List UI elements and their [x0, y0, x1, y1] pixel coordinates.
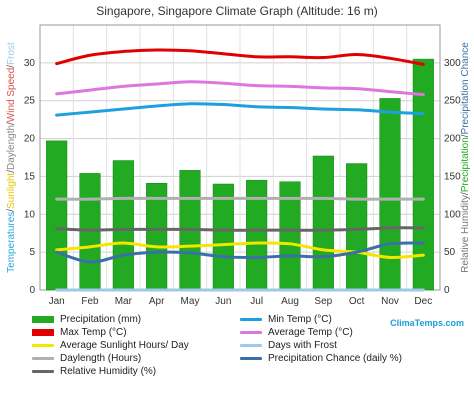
bar-precipitation — [346, 163, 368, 291]
bar-precipitation — [212, 183, 234, 291]
right-axis-label-part: / — [460, 134, 471, 137]
x-tick-label: Sep — [314, 296, 332, 307]
legend-item: Daylength (Hours) — [32, 353, 141, 364]
climate-chart: Singapore, Singapore Climate Graph (Alti… — [6, 4, 471, 307]
line-daylength-hours — [55, 196, 425, 201]
legend-swatch — [240, 331, 262, 334]
legend-label: Days with Frost — [268, 340, 337, 351]
left-tick-label: 10 — [24, 209, 36, 220]
legend-swatch — [32, 357, 54, 360]
right-tick-label: 150 — [444, 171, 461, 182]
right-tick-label: 100 — [444, 209, 461, 220]
left-tick-label: 25 — [24, 96, 36, 107]
x-tick-label: Aug — [281, 296, 299, 307]
legend-swatch — [240, 357, 262, 360]
left-axis-label-part: Frost — [6, 42, 17, 65]
x-tick-label: Apr — [149, 296, 165, 307]
legend-swatch — [240, 318, 262, 321]
legend-swatch — [32, 316, 54, 323]
left-tick-label: 20 — [24, 134, 36, 145]
left-axis-label: Temperatures/Sunlight/Daylength/Wind Spe… — [6, 42, 17, 273]
legend-label: Average Sunlight Hours/ Day — [60, 340, 189, 351]
legend-label: Precipitation (mm) — [60, 314, 142, 325]
left-axis-label-part: Temperatures — [6, 212, 17, 273]
line-min-temp-c — [55, 102, 425, 117]
legend-label: Min Temp (°C) — [268, 314, 332, 325]
legend-label: Daylength (Hours) — [60, 353, 142, 364]
right-axis-label: Relative Humidity/Precipitation/Precipit… — [460, 42, 471, 273]
legend-swatch — [32, 344, 54, 347]
right-axis-label-part: Precipitation Chance — [460, 42, 471, 135]
left-tick-label: 15 — [24, 171, 36, 182]
left-axis-label-part: / — [6, 122, 17, 125]
bar-precipitation — [46, 140, 68, 291]
left-tick-label: 5 — [29, 247, 35, 258]
legend-item: Min Temp (°C) — [240, 314, 332, 325]
x-tick-label: Oct — [349, 296, 365, 307]
right-axis-label-part: / — [460, 192, 471, 195]
left-axis-label-part: / — [6, 209, 17, 212]
legend-swatch — [240, 344, 262, 347]
x-tick-label: Nov — [381, 296, 399, 307]
bar-precipitation — [312, 155, 334, 291]
x-tick-label: May — [181, 296, 200, 307]
right-axis-label-part: Precipitation — [460, 137, 471, 192]
bar-precipitation — [246, 179, 268, 291]
left-axis-label-part: Daylength — [6, 125, 17, 170]
x-tick-label: Feb — [81, 296, 99, 307]
line-max-temp-c — [55, 48, 425, 66]
right-tick-label: 0 — [444, 285, 450, 296]
legend-label: Average Temp (°C) — [268, 327, 353, 338]
left-axis-label-part: Sunlight — [6, 173, 17, 209]
legend-swatch — [32, 370, 54, 373]
legend-label: Max Temp (°C) — [60, 327, 127, 338]
x-tick-label: Mar — [115, 296, 133, 307]
line-relative-humidity — [55, 226, 425, 232]
x-tick-label: Dec — [414, 296, 432, 307]
legend-item: Precipitation (mm) — [32, 314, 141, 325]
right-tick-label: 300 — [444, 58, 461, 69]
x-tick-label: Jan — [49, 296, 65, 307]
left-axis-label-part: Wind Speed — [6, 68, 17, 122]
legend-item: Relative Humidity (%) — [32, 366, 156, 377]
left-tick-label: 0 — [29, 285, 35, 296]
legend-item: Days with Frost — [240, 340, 337, 351]
x-tick-label: Jul — [250, 296, 263, 307]
left-axis-label-part: / — [6, 170, 17, 173]
chart-legend: Precipitation (mm) Min Temp (°C) Max Temp … — [0, 310, 474, 400]
chart-title: Singapore, Singapore Climate Graph (Alti… — [96, 4, 377, 18]
right-tick-label: 200 — [444, 134, 461, 145]
left-tick-label: 30 — [24, 58, 36, 69]
legend-label: Precipitation Chance (daily %) — [268, 353, 402, 364]
legend-item: Precipitation Chance (daily %) — [240, 353, 402, 364]
line-precipitation-chance-daily — [55, 241, 425, 264]
legend-label: Relative Humidity (%) — [60, 366, 157, 377]
right-tick-label: 250 — [444, 96, 461, 107]
legend-item: Average Temp (°C) — [240, 327, 353, 338]
legend-swatch — [32, 329, 54, 336]
bar-precipitation — [379, 98, 401, 291]
left-axis-label-part: / — [6, 65, 17, 68]
right-tick-label: 50 — [444, 247, 456, 258]
right-axis-label-part: Relative Humidity — [460, 195, 471, 273]
line-average-temp-c — [55, 80, 425, 97]
legend-item: Max Temp (°C) — [32, 327, 127, 338]
bar-precipitation — [79, 173, 101, 291]
bar-precipitation — [112, 160, 134, 291]
x-tick-label: Jun — [215, 296, 231, 307]
brand-label: ClimaTemps.com — [390, 318, 464, 328]
legend-item: Average Sunlight Hours/ Day — [32, 340, 189, 351]
